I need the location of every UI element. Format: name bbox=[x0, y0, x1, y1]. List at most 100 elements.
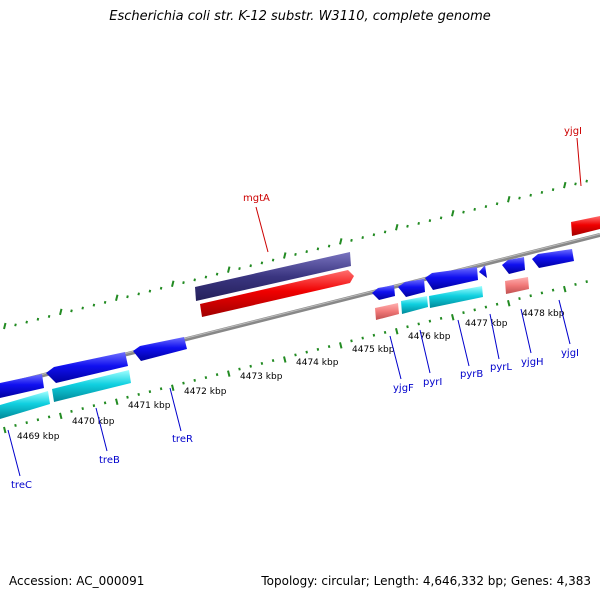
minor-tick bbox=[81, 306, 84, 310]
kbp-label: 4474 kbp bbox=[296, 358, 339, 368]
minor-tick bbox=[428, 219, 432, 223]
minor-tick bbox=[439, 316, 443, 320]
major-tick bbox=[451, 209, 455, 217]
gene-label-treR[interactable]: treR bbox=[172, 434, 193, 445]
kbp-label: 4472 kbp bbox=[184, 387, 227, 397]
reverse-features-left bbox=[0, 337, 187, 419]
kbp-label: 4475 kbp bbox=[352, 345, 395, 355]
minor-tick bbox=[137, 292, 140, 296]
minor-tick bbox=[103, 401, 107, 405]
minor-tick bbox=[529, 294, 532, 298]
yjgH-cds[interactable] bbox=[505, 277, 529, 294]
minor-tick bbox=[204, 275, 208, 279]
gene-label-yjgF[interactable]: yjgF bbox=[393, 383, 414, 394]
minor-tick bbox=[406, 224, 409, 228]
minor-tick bbox=[137, 392, 140, 396]
minor-tick bbox=[473, 207, 476, 211]
minor-tick bbox=[271, 359, 275, 363]
major-tick bbox=[563, 181, 567, 189]
minor-tick bbox=[327, 345, 331, 349]
gene-label-pyrI[interactable]: pyrI bbox=[423, 377, 442, 388]
minor-tick bbox=[193, 278, 196, 282]
minor-tick bbox=[585, 179, 588, 183]
minor-tick bbox=[305, 350, 308, 354]
label-leaders bbox=[7, 137, 582, 477]
gene-label-pyrB[interactable]: pyrB bbox=[460, 369, 483, 380]
pyrI-gene-arrow[interactable] bbox=[398, 279, 425, 297]
kbp-scale: 4469 kbp 4470 kbp 4471 kbp 4472 kbp 4473… bbox=[17, 309, 565, 442]
minor-tick bbox=[159, 286, 163, 290]
pyrB-gene-arrow[interactable] bbox=[425, 267, 478, 290]
minor-tick bbox=[540, 291, 544, 295]
minor-tick bbox=[193, 378, 196, 382]
pyrI-cds[interactable] bbox=[401, 296, 428, 314]
kbp-label: 4473 kbp bbox=[240, 372, 283, 382]
minor-tick bbox=[383, 230, 387, 234]
major-tick bbox=[395, 328, 399, 335]
minor-tick bbox=[47, 314, 51, 318]
gene-label-mgtA[interactable]: mgtA bbox=[243, 193, 270, 204]
treB-cds[interactable] bbox=[52, 370, 131, 402]
upper-tick-track bbox=[3, 179, 588, 330]
minor-tick bbox=[294, 252, 297, 256]
treC-gene-arrow[interactable] bbox=[0, 374, 44, 398]
gene-label-yjgI-lower[interactable]: yjgI bbox=[561, 348, 579, 359]
gene-label-yjgI[interactable]: yjgI bbox=[564, 126, 582, 137]
minor-tick bbox=[14, 423, 17, 427]
mgtA-gene-arrow[interactable] bbox=[200, 270, 354, 317]
kbp-label: 4471 kbp bbox=[128, 401, 171, 411]
lower-tick-track bbox=[3, 280, 588, 434]
minor-tick bbox=[249, 264, 252, 268]
minor-tick bbox=[260, 261, 264, 265]
yjgI-gene-arrow[interactable] bbox=[571, 216, 600, 236]
minor-tick bbox=[350, 339, 353, 343]
minor-tick bbox=[92, 303, 96, 307]
minor-tick bbox=[551, 288, 555, 292]
yjgF-gene-arrow[interactable] bbox=[372, 285, 395, 300]
gene-label-treB[interactable]: treB bbox=[99, 455, 120, 466]
yjgH-gene-arrow[interactable] bbox=[502, 257, 525, 274]
minor-tick bbox=[428, 319, 432, 323]
minor-tick bbox=[238, 267, 241, 271]
minor-tick bbox=[462, 311, 465, 315]
major-tick bbox=[339, 342, 343, 349]
minor-tick bbox=[182, 381, 185, 385]
minor-tick bbox=[271, 258, 275, 262]
major-tick bbox=[507, 195, 511, 203]
gene-label-yjgH[interactable]: yjgH bbox=[521, 357, 544, 368]
minor-tick bbox=[439, 216, 443, 220]
yjgI-reverse-arrow[interactable] bbox=[532, 249, 574, 268]
minor-tick bbox=[182, 281, 185, 285]
major-tick bbox=[395, 224, 399, 231]
minor-tick bbox=[361, 236, 364, 240]
major-tick bbox=[171, 384, 175, 391]
minor-tick bbox=[81, 407, 84, 411]
pyrB-cds[interactable] bbox=[429, 286, 483, 308]
major-tick bbox=[3, 426, 7, 434]
gene-label-treC[interactable]: treC bbox=[11, 480, 32, 491]
minor-tick bbox=[36, 317, 40, 321]
minor-tick bbox=[260, 361, 264, 365]
kbp-label: 4476 kbp bbox=[408, 332, 451, 342]
major-tick bbox=[171, 280, 175, 287]
mgtA-feature[interactable] bbox=[195, 252, 351, 301]
accession-text: Accession: AC_000091 bbox=[9, 574, 145, 588]
yjgF-cds[interactable] bbox=[375, 303, 399, 320]
reverse-features-right bbox=[372, 249, 574, 320]
minor-tick bbox=[25, 421, 28, 425]
kbp-label: 4469 kbp bbox=[17, 432, 60, 442]
minor-tick bbox=[126, 395, 129, 399]
minor-tick bbox=[383, 330, 387, 334]
gene-label-pyrL[interactable]: pyrL bbox=[490, 362, 512, 373]
minor-tick bbox=[126, 295, 129, 299]
minor-tick bbox=[518, 297, 521, 301]
minor-tick bbox=[585, 280, 588, 284]
minor-tick bbox=[215, 373, 219, 377]
treC-cds[interactable] bbox=[0, 391, 50, 419]
minor-tick bbox=[92, 404, 96, 408]
treR-gene-arrow[interactable] bbox=[133, 337, 187, 361]
minor-tick bbox=[540, 190, 544, 194]
pyrL-gene-arrow[interactable] bbox=[479, 265, 487, 278]
treB-gene-arrow[interactable] bbox=[46, 352, 128, 383]
major-tick bbox=[507, 299, 511, 307]
